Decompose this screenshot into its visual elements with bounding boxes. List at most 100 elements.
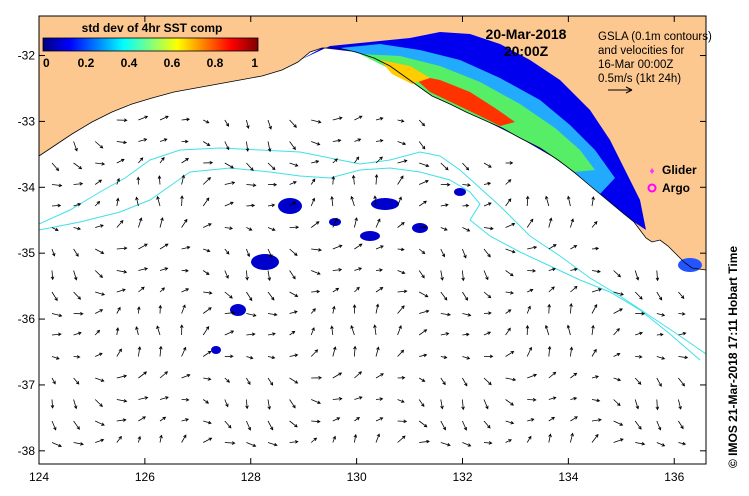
velocity-arrow-icon [332, 244, 343, 250]
velocity-arrow-icon [440, 162, 449, 171]
velocity-arrow-icon [440, 442, 451, 447]
velocity-arrow-icon [483, 270, 489, 281]
velocity-arrow-icon [591, 418, 602, 422]
velocity-arrow-icon [505, 399, 514, 406]
velocity-arrow-icon [656, 291, 663, 301]
velocity-arrow-icon [51, 313, 63, 318]
velocity-arrow-icon [202, 270, 210, 275]
velocity-arrow-icon [635, 311, 646, 316]
velocity-arrow-icon [419, 353, 428, 358]
velocity-arrow-icon [418, 119, 426, 127]
velocity-arrow-icon [246, 420, 251, 431]
velocity-arrow-icon [350, 195, 355, 207]
velocity-arrow-icon [570, 372, 578, 379]
velocity-arrow-icon [655, 399, 660, 411]
velocity-arrow-icon [440, 291, 448, 301]
velocity-arrow-icon [374, 173, 379, 185]
velocity-arrow-icon [94, 329, 101, 336]
velocity-arrow-icon [397, 376, 406, 380]
velocity-arrow-icon [397, 247, 405, 252]
velocity-arrow-icon [440, 248, 445, 258]
velocity-arrow-icon [289, 201, 297, 207]
velocity-arrow-icon [354, 115, 363, 121]
velocity-arrow-icon [505, 161, 514, 165]
velocity-arrow-icon [137, 435, 142, 443]
velocity-arrow-icon [440, 377, 446, 386]
velocity-arrow-icon [289, 225, 300, 229]
velocity-arrow-icon [181, 346, 187, 357]
velocity-arrow-icon [246, 442, 257, 447]
velocity-arrow-icon [203, 420, 212, 425]
velocity-arrow-icon [159, 396, 169, 400]
velocity-arrow-icon [526, 346, 532, 357]
velocity-arrow-icon [527, 418, 535, 422]
velocity-arrow-icon [418, 377, 426, 382]
argo-marker-icon [647, 183, 657, 193]
sst-patch-coastal-band [300, 32, 646, 230]
velocity-arrow-icon [289, 440, 299, 444]
lat-tick-label: -36 [18, 312, 36, 326]
velocity-arrow-icon [591, 269, 601, 274]
velocity-arrow-icon [224, 420, 232, 429]
velocity-arrow-icon [311, 160, 320, 164]
velocity-arrow-icon [267, 420, 274, 431]
velocity-arrow-icon [613, 327, 620, 336]
velocity-arrow-icon [224, 181, 236, 185]
velocity-arrow-icon [397, 196, 402, 207]
coastline [39, 47, 706, 271]
velocity-arrow-icon [138, 416, 147, 422]
velocity-arrow-icon [397, 221, 405, 228]
velocity-arrow-icon [116, 288, 126, 293]
velocity-arrow-icon [419, 309, 430, 314]
velocity-arrow-icon [289, 181, 297, 185]
velocity-arrow-icon [95, 438, 105, 443]
velocity-arrow-icon [548, 244, 557, 250]
velocity-arrow-icon [310, 349, 319, 357]
lat-tick-label: -34 [18, 180, 36, 194]
velocity-arrow-icon [181, 304, 186, 314]
velocity-arrow-icon [462, 442, 472, 447]
velocity-arrow-icon [311, 376, 323, 380]
velocity-arrow-icon [569, 346, 574, 357]
velocity-arrow-icon [656, 332, 664, 337]
velocity-arrow-icon [51, 377, 56, 385]
velocity-arrow-icon [224, 399, 229, 408]
lon-tick-label: 134 [558, 470, 578, 484]
velocity-arrow-icon [158, 304, 163, 314]
velocity-arrow-icon [181, 139, 189, 144]
velocity-arrow-icon [678, 377, 686, 387]
velocity-arrow-icon [591, 375, 600, 379]
colorbar-gradient [42, 37, 259, 52]
velocity-arrow-icon [375, 287, 384, 293]
velocity-arrow-icon [246, 227, 253, 231]
velocity-arrow-icon [397, 349, 405, 357]
velocity-arrow-icon [397, 141, 407, 146]
latitude-axis: -32 -33 -34 -35 -36 -37 -38 [18, 49, 706, 458]
velocity-arrow-icon [73, 226, 82, 231]
velocity-arrow-icon [483, 202, 492, 207]
velocity-arrow-icon [311, 141, 321, 146]
imos-credit: © IMOS 21-Mar-2018 17:11 Hobart Time [726, 246, 740, 468]
velocity-arrow-icon [352, 304, 357, 314]
velocity-arrow-icon [505, 270, 514, 277]
velocity-arrow-icon [397, 270, 406, 275]
velocity-arrow-icon [246, 291, 253, 302]
velocity-arrow-icon [548, 396, 557, 400]
velocity-arrow-icon [246, 119, 250, 130]
velocity-arrow-icon [548, 286, 555, 293]
velocity-arrow-icon [332, 287, 340, 293]
velocity-arrow-icon [332, 268, 343, 272]
gsla-contour-2 [39, 167, 701, 361]
velocity-arrow-icon [505, 309, 512, 314]
velocity-arrow-icon [332, 217, 338, 228]
velocity-arrow-icon [656, 442, 666, 447]
gsla-note: GSLA (0.1m contours) and velocities for … [598, 31, 712, 94]
velocity-arrow-icon [375, 433, 380, 443]
velocity-arrow-icon [547, 303, 551, 314]
velocity-arrow-icon [332, 116, 343, 121]
sst-patch-blob-2 [251, 254, 279, 270]
velocity-arrow-icon [51, 248, 56, 257]
gsla-contours [39, 147, 706, 361]
velocity-arrow-icon [397, 435, 406, 443]
